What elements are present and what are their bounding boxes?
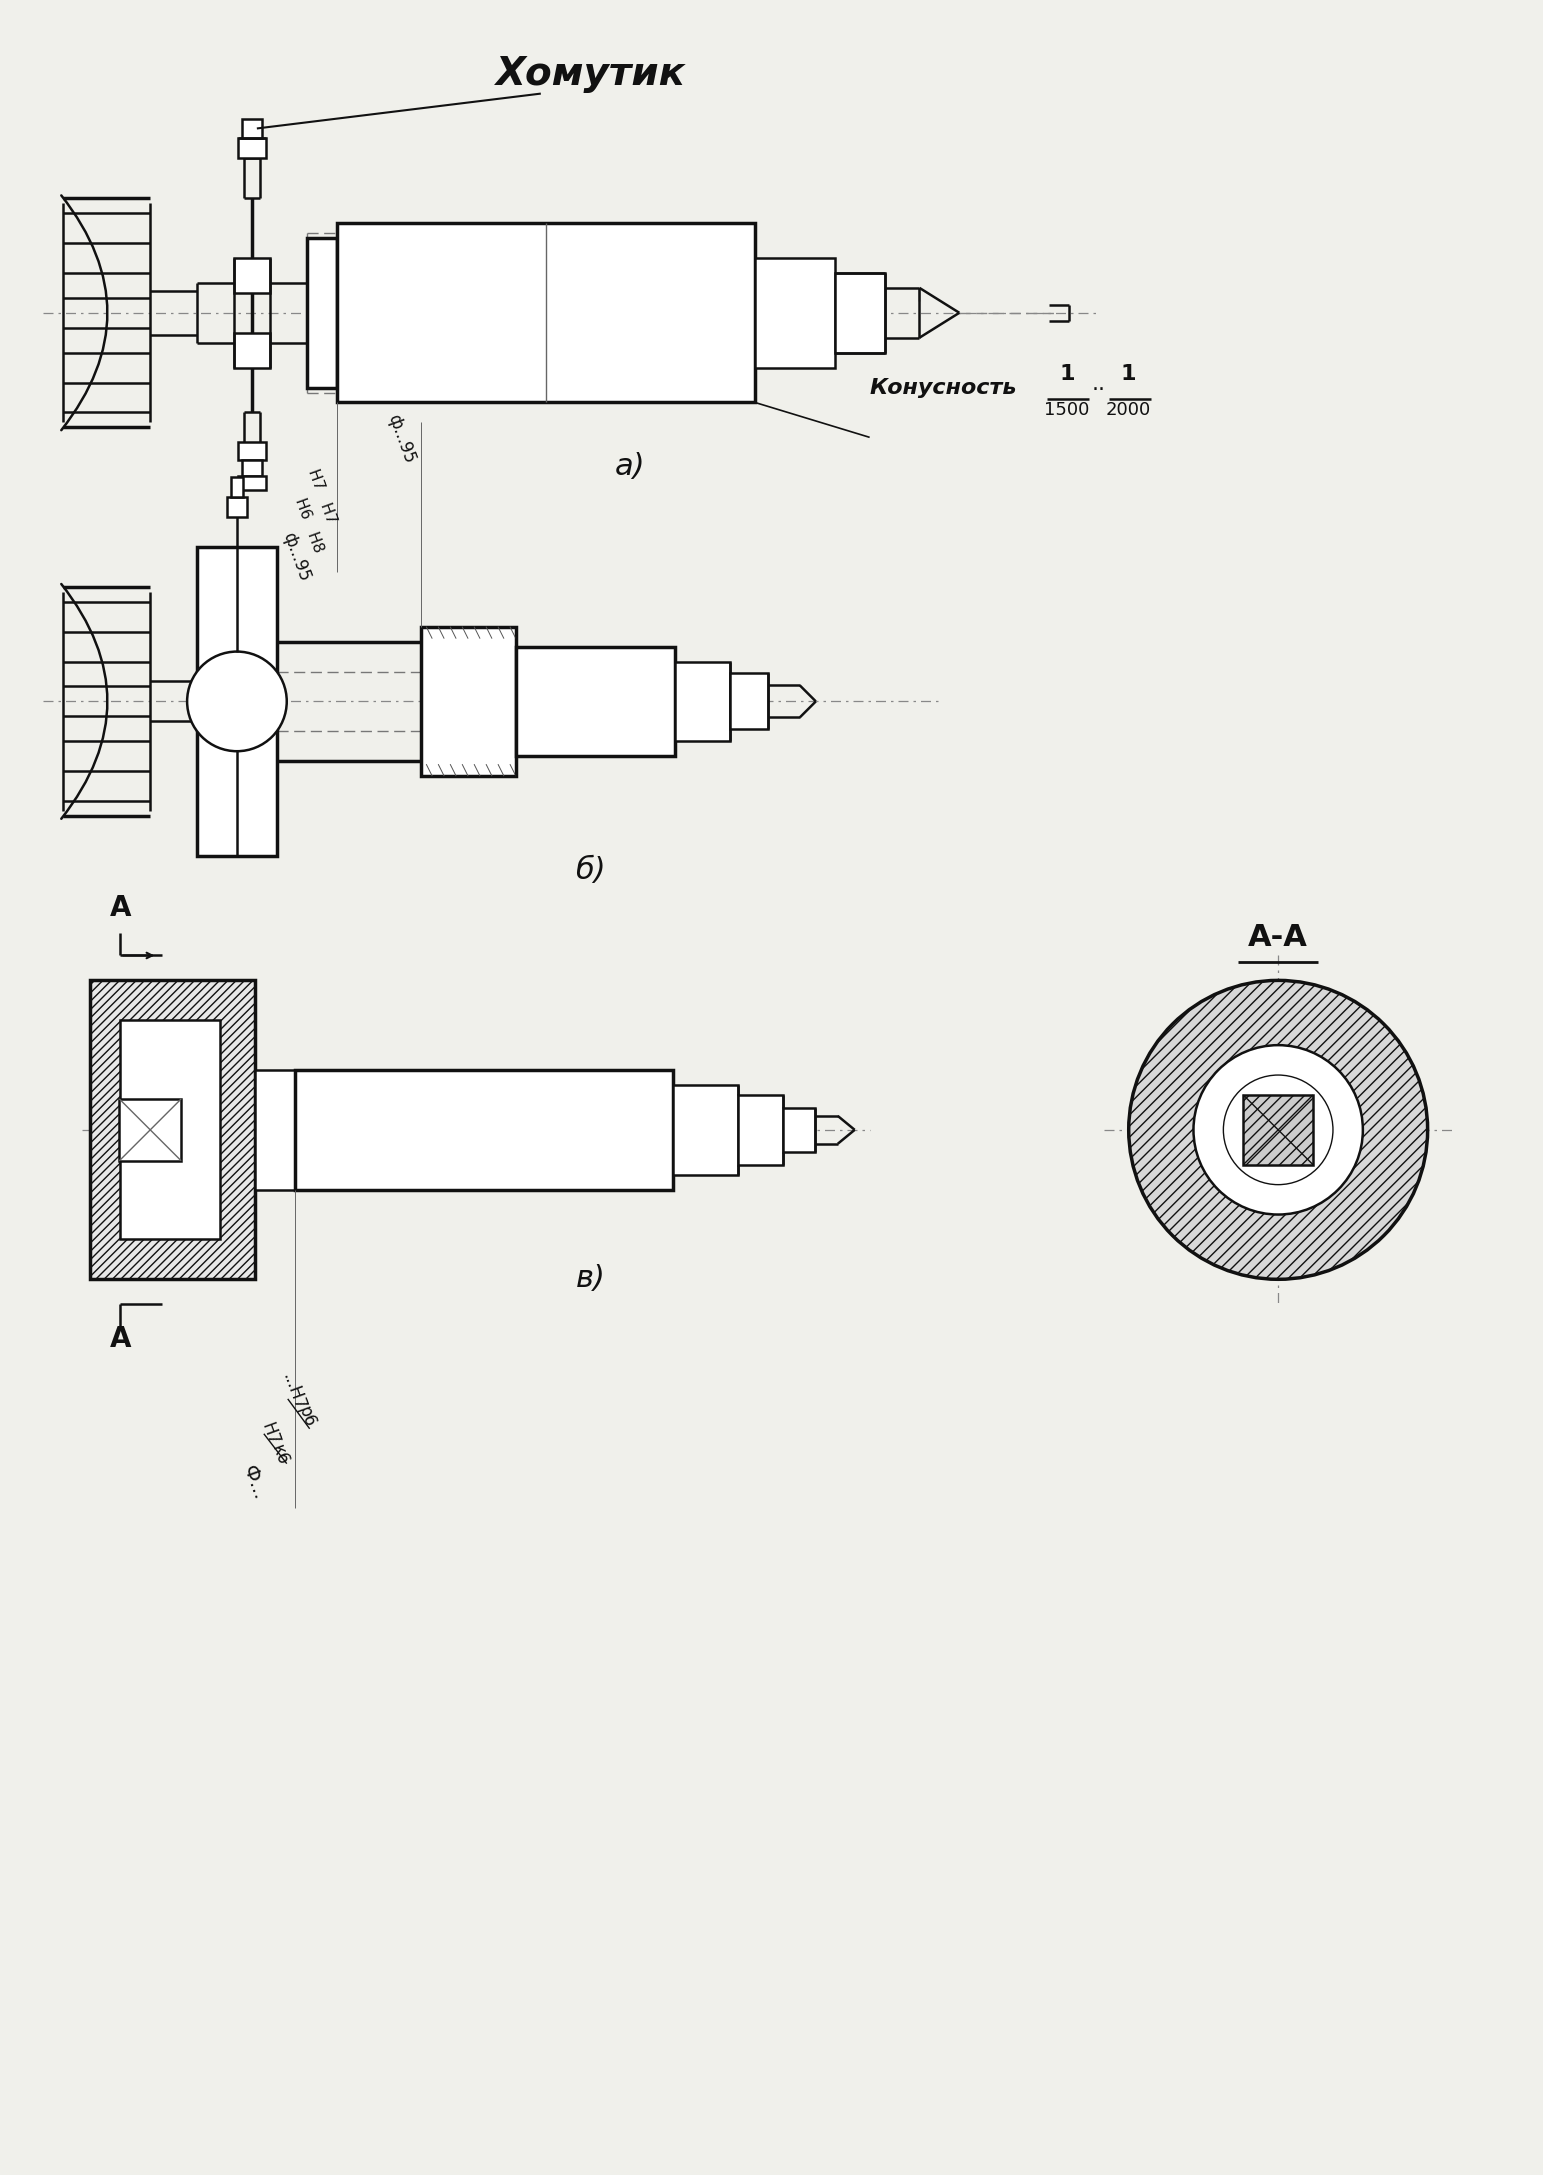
Text: ..: .. [1092,374,1106,394]
Bar [91,981,255,1279]
Text: А: А [110,1325,131,1353]
Text: А-А: А-А [1248,922,1308,950]
Text: ф...95: ф...95 [384,413,418,465]
Bar [235,259,270,294]
Text: Конусность: Конусность [870,378,1017,398]
Circle shape [1129,981,1427,1279]
Circle shape [1224,1074,1333,1185]
Bar [227,498,247,518]
Text: 1: 1 [1120,363,1137,383]
Bar [242,461,262,476]
Bar [336,224,755,402]
Bar [295,1070,673,1190]
Text: 2000: 2000 [1106,402,1151,420]
Bar [198,546,276,855]
Bar [235,333,270,368]
Text: Хомутик: Хомутик [495,54,685,94]
Circle shape [187,652,287,750]
Text: А: А [110,894,131,922]
Bar [782,1107,815,1153]
Text: Ф...: Ф... [239,1462,268,1503]
Bar [231,476,242,498]
Bar [730,674,768,729]
Bar [676,661,730,742]
Bar [119,1098,181,1161]
Text: Н6   Н8: Н6 Н8 [292,496,326,555]
Text: Н7   Н7: Н7 Н7 [306,465,338,524]
Bar [835,272,884,352]
Bar [421,626,515,776]
Text: Н7: Н7 [258,1420,282,1449]
Text: в): в) [576,1264,605,1294]
Bar [238,442,265,461]
Text: к6: к6 [268,1442,292,1468]
Bar [1244,1094,1313,1166]
Text: р6: р6 [295,1403,319,1429]
Bar [120,1020,221,1240]
Text: ф...95: ф...95 [279,531,313,583]
Bar [307,237,336,387]
Circle shape [1193,1046,1362,1214]
Bar [238,476,265,489]
Bar [515,646,676,757]
Text: б): б) [576,855,606,885]
Bar [755,259,835,368]
Bar [673,1085,738,1175]
Bar [255,1070,295,1190]
Text: 1500: 1500 [1045,402,1089,420]
Bar [242,117,262,139]
Text: 1: 1 [1058,363,1074,383]
Text: ...Н7: ...Н7 [279,1370,309,1414]
Bar [238,139,265,159]
Bar [738,1094,782,1166]
Text: а): а) [616,452,647,481]
